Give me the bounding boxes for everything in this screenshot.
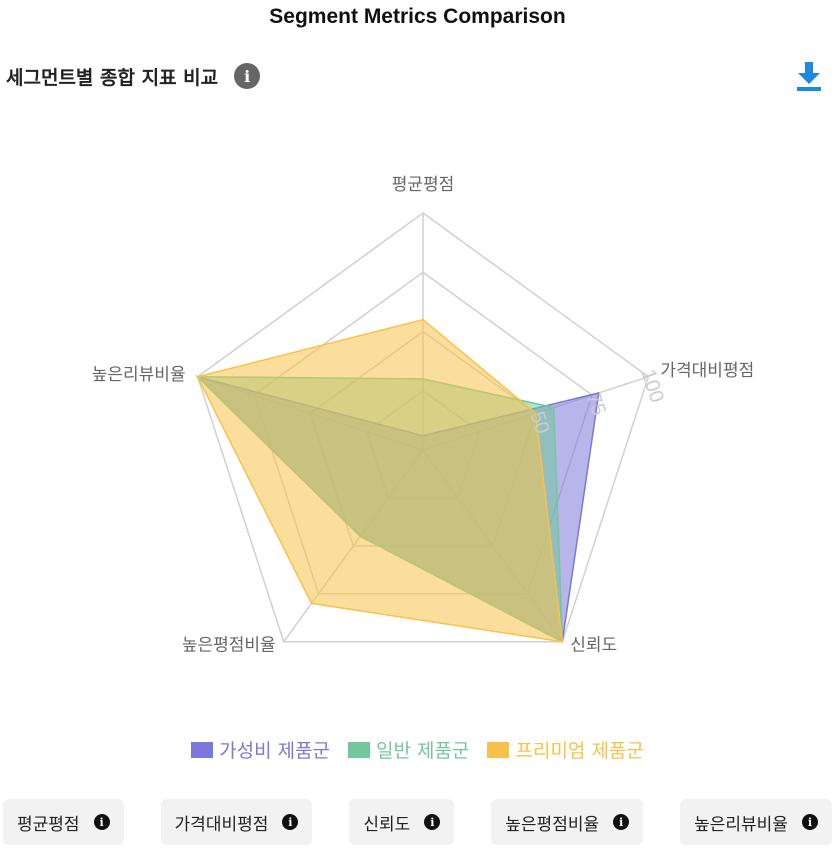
info-icon[interactable]: i [801, 814, 818, 830]
info-icon[interactable]: i [282, 814, 299, 830]
chart-title: 세그먼트별 종합 지표 비교 [6, 66, 219, 89]
legend-label: 가성비 제품군 [219, 740, 331, 762]
page-title: Segment Metrics Comparison [269, 5, 566, 28]
metric-chip-label: 높은평점비율 [505, 814, 600, 835]
metric-chip[interactable]: 가격대비평점 i [160, 799, 313, 845]
info-icon[interactable]: i [93, 814, 110, 830]
metric-chip-label: 가격대비평점 [174, 814, 269, 835]
metric-chip[interactable]: 높은평점비율 i [491, 799, 644, 845]
info-icon[interactable]: i [613, 814, 630, 830]
legend-swatch [191, 741, 214, 758]
info-icon[interactable]: i [234, 63, 261, 89]
legend-item[interactable]: 가성비 제품군 [191, 736, 330, 763]
metric-chip[interactable]: 높은리뷰비율 i [680, 799, 832, 845]
axis-label: 가격대비평점 [660, 361, 754, 381]
metric-chip-label: 높은리뷰비율 [694, 814, 788, 835]
axis-label: 높은리뷰비율 [92, 365, 186, 385]
legend-label: 일반 제품군 [376, 740, 470, 762]
chart-legend: 가성비 제품군 일반 제품군 프리미엄 제품군 [0, 736, 835, 763]
legend-label: 프리미엄 제품군 [515, 740, 644, 762]
series-area[interactable] [196, 318, 564, 643]
info-icon[interactable]: i [424, 814, 441, 830]
metric-chips: 평균평점 i 가격대비평점 i 신뢰도 i 높은평점비율 i 높은리뷰비율 i [3, 799, 832, 845]
axis-label: 평균평점 [392, 175, 455, 195]
grid-ring [196, 212, 650, 643]
metric-chip-label: 평균평점 [17, 814, 80, 835]
metric-chip-label: 신뢰도 [363, 814, 411, 835]
metric-chip[interactable]: 평균평점 i [3, 799, 124, 845]
axis-label: 신뢰도 [570, 636, 617, 656]
legend-swatch [487, 741, 510, 758]
legend-item[interactable]: 프리미엄 제품군 [487, 736, 644, 763]
legend-item[interactable]: 일반 제품군 [348, 736, 469, 763]
legend-swatch [348, 741, 371, 758]
download-icon[interactable] [795, 60, 823, 92]
axis-label: 높은평점비율 [182, 636, 276, 656]
chart-header: 세그먼트별 종합 지표 비교 i [6, 58, 261, 94]
radar-series [195, 318, 600, 643]
metric-chip[interactable]: 신뢰도 i [349, 799, 455, 845]
